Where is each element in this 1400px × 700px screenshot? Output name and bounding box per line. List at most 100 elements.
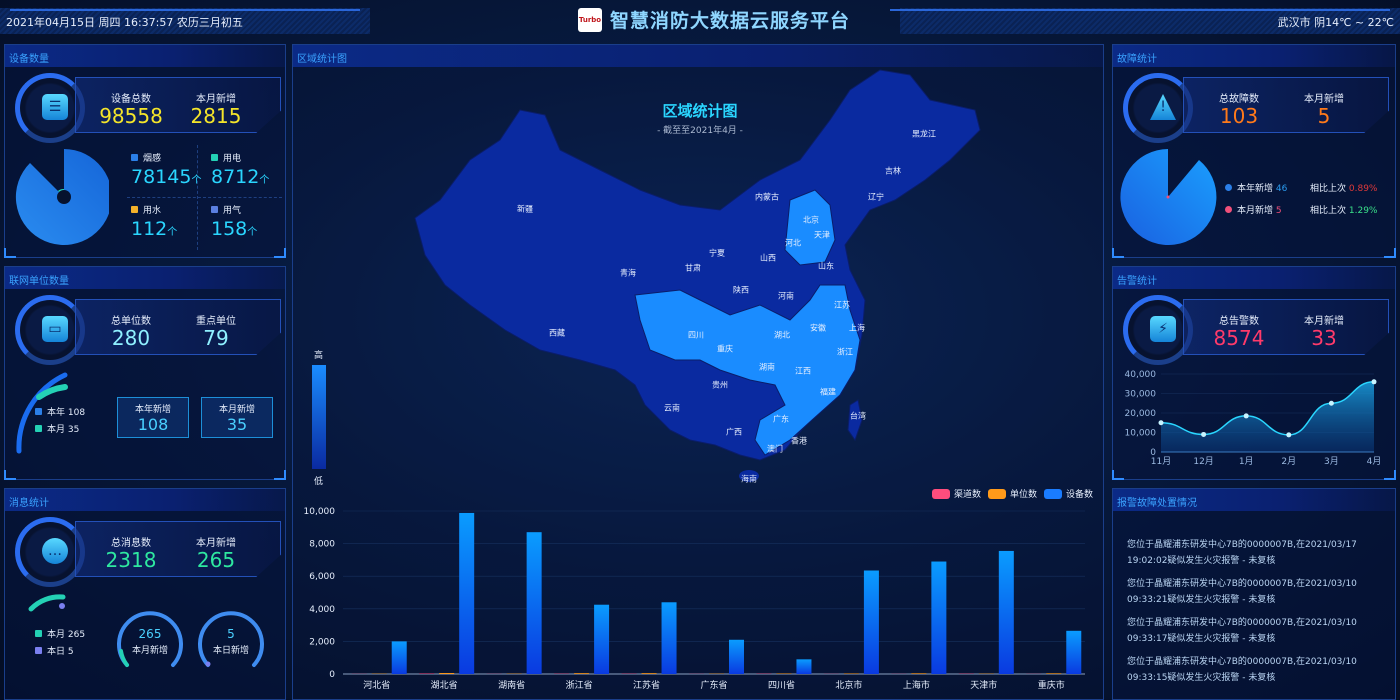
- map-province-label[interactable]: 江西: [795, 366, 811, 376]
- map-province-label[interactable]: 四川: [688, 330, 704, 340]
- alarm-item[interactable]: 您位于晶耀浦东研发中心7B的0000007B,在2021/03/17 19:02…: [1127, 540, 1357, 566]
- bar-units[interactable]: [439, 673, 455, 674]
- device-item: 烟感 78145个: [131, 151, 201, 188]
- data-point[interactable]: [1328, 400, 1334, 406]
- legend-swatch[interactable]: [1044, 489, 1062, 499]
- map-region-taiwan[interactable]: [847, 399, 863, 442]
- map-province-label[interactable]: 广东: [773, 414, 789, 424]
- monitor-icon: ▭: [42, 316, 68, 342]
- bar-devices[interactable]: [998, 550, 1014, 674]
- bar-units[interactable]: [911, 673, 927, 674]
- data-point[interactable]: [1243, 413, 1249, 419]
- bar-devices[interactable]: [526, 532, 542, 674]
- map-province-label[interactable]: 浙江: [837, 347, 853, 357]
- device-item: 用电 8712个: [211, 151, 269, 188]
- legend-label[interactable]: 渠道数: [954, 488, 981, 500]
- map-province-label[interactable]: 广西: [726, 427, 742, 437]
- bar-devices[interactable]: [796, 659, 812, 674]
- map-province-label[interactable]: 吉林: [885, 166, 901, 176]
- map-province-label[interactable]: 贵州: [712, 380, 728, 390]
- data-point[interactable]: [1286, 432, 1292, 438]
- map-province-label[interactable]: 新疆: [517, 204, 533, 214]
- legend-label: 本月 35: [47, 425, 80, 435]
- map-province-label[interactable]: 湖北: [774, 330, 790, 340]
- bar-devices[interactable]: [594, 604, 610, 674]
- stat-label: 总故障数: [1219, 94, 1259, 105]
- map-panel: 区域统计图: [292, 44, 1104, 700]
- map-region-high[interactable]: [634, 284, 861, 456]
- page-title: 智慧消防大数据云服务平台: [610, 10, 851, 32]
- month-new-box: 本月新增 35: [201, 397, 273, 438]
- map-region-hainan[interactable]: [739, 470, 759, 482]
- x-tick-label: 2月: [1281, 456, 1296, 467]
- bar-devices[interactable]: [459, 512, 475, 674]
- map-province-label[interactable]: 重庆: [717, 344, 733, 354]
- map-province-label[interactable]: 青海: [620, 268, 636, 278]
- map-province-label[interactable]: 黑龙江: [912, 129, 936, 139]
- map-province-label[interactable]: 山东: [818, 261, 834, 271]
- bar-units[interactable]: [1046, 673, 1062, 674]
- arc-day: [59, 603, 65, 609]
- units-arc-chart: [16, 372, 68, 454]
- map-province-label[interactable]: 云南: [664, 403, 680, 413]
- map-province-label[interactable]: 海南: [741, 474, 757, 484]
- stat-value: 33: [1311, 326, 1337, 350]
- legend-swatch[interactable]: [988, 489, 1006, 499]
- stat-card: 总消息数 2318 本月新增 265: [75, 521, 281, 577]
- bar-units[interactable]: [574, 673, 590, 674]
- map-province-label[interactable]: 河北: [785, 238, 801, 248]
- fault-row: 本月新增 5 相比上次 1.29%: [1225, 203, 1395, 216]
- data-point[interactable]: [1371, 379, 1377, 385]
- map-province-label[interactable]: 香港: [791, 436, 807, 446]
- data-point[interactable]: [1201, 431, 1207, 437]
- bar-units[interactable]: [641, 673, 657, 674]
- map-province-label[interactable]: 澳门: [767, 444, 783, 454]
- map-province-label[interactable]: 湖南: [759, 362, 775, 372]
- map-province-label[interactable]: 台湾: [850, 411, 866, 421]
- bar-devices[interactable]: [661, 602, 677, 674]
- compare-label: 相比上次: [1310, 206, 1347, 216]
- bar-chart: 0 2,000 4,000 6,000 8,000 10,000 河北省 湖北省 湖南省 浙江省 江…: [304, 488, 1094, 691]
- bar-devices[interactable]: [931, 561, 947, 674]
- box-value: 108: [137, 415, 169, 434]
- compare-label: 相比上次: [1310, 184, 1347, 194]
- bar-devices[interactable]: [1066, 630, 1082, 674]
- y-tick-label: 20,000: [1125, 409, 1157, 419]
- map-province-label[interactable]: 西藏: [549, 328, 565, 338]
- units-panel: 联网单位数量 ▭ 总单位数 280 重点单位 79 本年 108 本月 35 本年新…: [4, 266, 286, 480]
- map-province-label[interactable]: 上海: [849, 323, 865, 333]
- alarm-item[interactable]: 您位于晶耀浦东研发中心7B的0000007B,在2021/03/10 09:33…: [1127, 618, 1357, 644]
- legend-label[interactable]: 设备数: [1066, 488, 1093, 500]
- legend-label[interactable]: 单位数: [1010, 488, 1037, 500]
- map-province-label[interactable]: 江苏: [834, 300, 850, 310]
- stat-label: 总消息数: [111, 538, 151, 549]
- legend-swatch[interactable]: [932, 489, 950, 499]
- box-label: 本年新增: [134, 405, 171, 415]
- map-province-label[interactable]: 北京: [803, 215, 819, 225]
- data-point[interactable]: [1158, 420, 1164, 426]
- stat-card: 总告警数 8574 本月新增 33: [1183, 299, 1389, 355]
- ring-decoration: ▭: [15, 295, 85, 365]
- bar-devices[interactable]: [729, 639, 744, 674]
- compare-value: 1.29%: [1348, 206, 1378, 216]
- siren-icon: ⚡: [1150, 316, 1176, 342]
- map-province-label[interactable]: 陕西: [733, 285, 749, 295]
- map-province-label[interactable]: 福建: [820, 387, 836, 397]
- map-province-label[interactable]: 安徽: [810, 323, 826, 333]
- map-province-label[interactable]: 内蒙古: [755, 192, 779, 202]
- bar-devices[interactable]: [391, 641, 407, 674]
- map-region-beijing-hebei[interactable]: [784, 189, 836, 266]
- visual-map-slider[interactable]: [312, 365, 326, 469]
- stat-value: 2815: [190, 104, 242, 128]
- alarm-item[interactable]: 您位于晶耀浦东研发中心7B的0000007B,在2021/03/10 09:33…: [1127, 657, 1357, 683]
- map-province-label[interactable]: 山西: [760, 253, 776, 263]
- bar-devices[interactable]: [863, 570, 879, 674]
- map-province-label[interactable]: 宁夏: [709, 248, 725, 258]
- panel-title: 设备数量: [5, 45, 285, 67]
- map-province-label[interactable]: 河南: [778, 291, 794, 301]
- map-province-label[interactable]: 辽宁: [868, 192, 884, 202]
- alarm-item[interactable]: 您位于晶耀浦东研发中心7B的0000007B,在2021/03/10 09:33…: [1127, 579, 1357, 605]
- map-province-label[interactable]: 甘肃: [685, 263, 701, 273]
- map-province-label[interactable]: 天津: [814, 230, 830, 240]
